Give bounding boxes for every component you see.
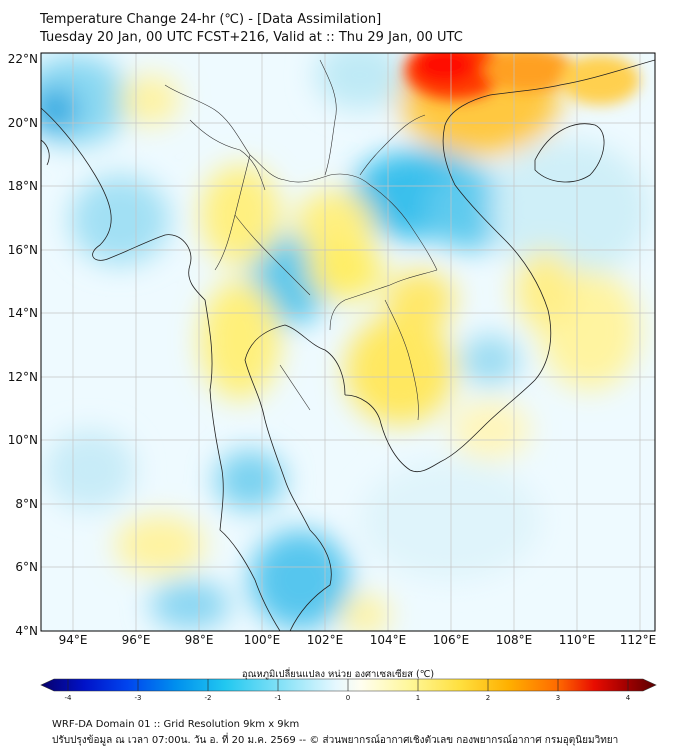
lon-label: 104°E [369, 633, 407, 647]
colorbar [40, 678, 657, 692]
colorbar-tick-label: 3 [555, 694, 561, 702]
colorbar-tick-label: 4 [625, 694, 631, 702]
lat-label: 10°N [7, 433, 38, 447]
lon-label: 112°E [619, 633, 657, 647]
temperature-field [41, 53, 655, 631]
graticule [41, 53, 655, 631]
colorbar-tick-label: -2 [204, 694, 212, 702]
map-title: Temperature Change 24-hr (℃) - [Data Ass… [40, 12, 382, 27]
lat-label: 20°N [7, 116, 38, 130]
lon-label: 110°E [558, 633, 596, 647]
colorbar-title: อุณหภูมิเปลี่ยนแปลง หน่วย องศาเซลเซียส (… [241, 669, 435, 680]
lat-label: 12°N [7, 370, 38, 384]
colorbar-tick-label: 1 [415, 694, 421, 702]
map-frame [40, 52, 656, 632]
lat-label: 6°N [15, 560, 38, 574]
footer-credit: ปรับปรุงข้อมูล ณ เวลา 07:00น. วัน อ. ที่… [52, 735, 619, 746]
lon-label: 106°E [432, 633, 470, 647]
country-borders [164, 59, 438, 421]
lat-label: 22°N [7, 52, 38, 66]
lon-label: 96°E [121, 633, 151, 647]
footer-model-info: WRF-DA Domain 01 :: Grid Resolution 9km … [52, 719, 300, 730]
lat-label: 4°N [15, 624, 38, 638]
lat-label: 16°N [7, 243, 38, 257]
lon-label: 102°E [306, 633, 344, 647]
lon-label: 100°E [243, 633, 281, 647]
colorbar-tick-label: -4 [64, 694, 72, 702]
colorbar-tick-label: 0 [345, 694, 351, 702]
lat-label: 14°N [7, 306, 38, 320]
lon-label: 94°E [58, 633, 88, 647]
map-subtitle: Tuesday 20 Jan, 00 UTC FCST+216, Valid a… [40, 30, 463, 45]
colorbar-tick-label: 2 [485, 694, 491, 702]
lat-label: 18°N [7, 179, 38, 193]
colorbar-tick-label: -3 [134, 694, 142, 702]
colorbar-tick-label: -1 [274, 694, 282, 702]
coastlines [41, 59, 655, 631]
lat-label: 8°N [15, 497, 38, 511]
lon-label: 98°E [184, 633, 214, 647]
lon-label: 108°E [495, 633, 533, 647]
